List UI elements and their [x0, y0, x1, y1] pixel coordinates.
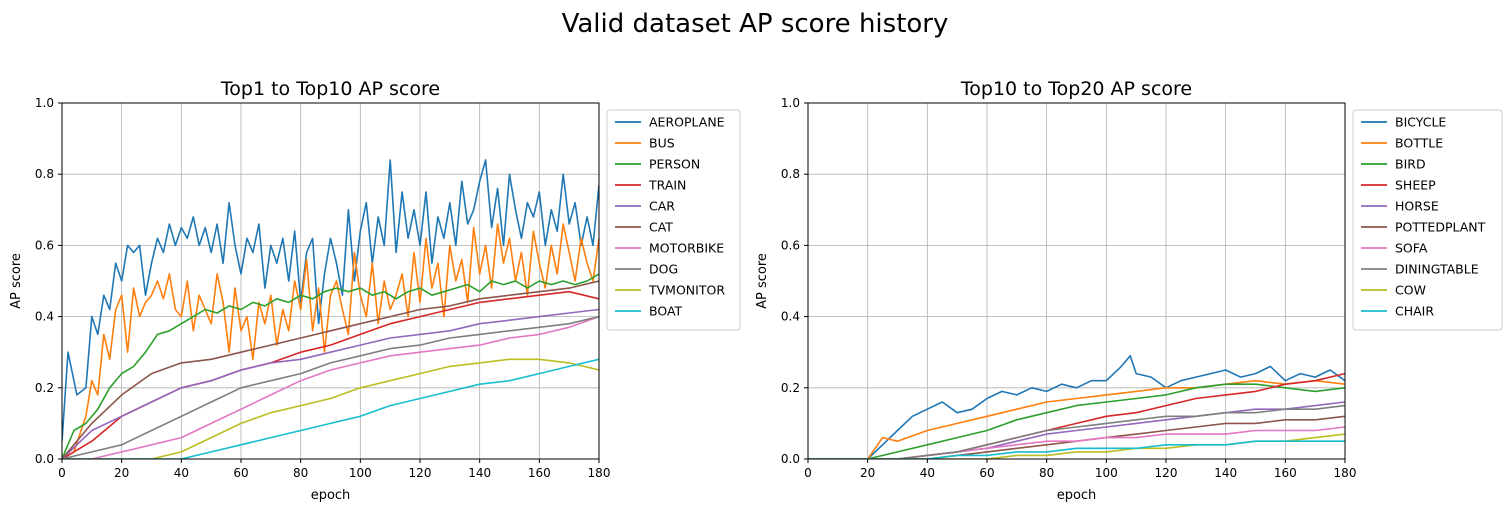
legend-label-bicycle: BICYCLE [1395, 115, 1446, 130]
legend-label-motorbike: MOTORBIKE [649, 241, 724, 256]
x-tick-label: 20 [114, 466, 129, 480]
x-tick-label: 120 [409, 466, 432, 480]
legend-label-cat: CAT [649, 220, 673, 235]
y-tick-label: 0.4 [35, 310, 54, 324]
x-tick-label: 60 [233, 466, 248, 480]
x-tick-label: 120 [1155, 466, 1178, 480]
y-tick-label: 1.0 [781, 96, 800, 110]
x-tick-label: 140 [1214, 466, 1237, 480]
x-tick-label: 100 [1095, 466, 1118, 480]
legend-label-tvmonitor: TVMONITOR [648, 283, 725, 298]
x-tick-label: 80 [293, 466, 308, 480]
chart-title: Top1 to Top10 AP score [220, 78, 440, 100]
legend-label-bottle: BOTTLE [1395, 136, 1443, 151]
y-tick-label: 0.4 [781, 310, 800, 324]
x-axis-label: epoch [311, 488, 351, 503]
y-tick-label: 0.8 [35, 167, 54, 181]
y-tick-label: 1.0 [35, 96, 54, 110]
legend-label-car: CAR [649, 199, 675, 214]
legend-label-person: PERSON [649, 157, 700, 172]
x-tick-label: 0 [804, 466, 812, 480]
y-tick-label: 0.6 [35, 238, 54, 252]
y-tick-label: 0.2 [781, 381, 800, 395]
x-tick-label: 140 [468, 466, 491, 480]
legend-label-dog: DOG [649, 262, 678, 277]
x-tick-label: 0 [58, 466, 66, 480]
legend-label-cow: COW [1395, 283, 1426, 298]
x-axis-label: epoch [1057, 488, 1097, 503]
x-tick-label: 20 [860, 466, 875, 480]
x-tick-label: 100 [349, 466, 372, 480]
x-tick-label: 60 [979, 466, 994, 480]
legend-label-sheep: SHEEP [1395, 178, 1436, 193]
y-tick-label: 0.0 [781, 452, 800, 466]
x-tick-label: 40 [174, 466, 189, 480]
y-axis-label: AP score [755, 253, 770, 309]
legend-label-chair: CHAIR [1395, 304, 1434, 319]
chart-title: Top10 to Top20 AP score [960, 78, 1192, 100]
y-tick-label: 0.2 [35, 381, 54, 395]
x-tick-label: 40 [920, 466, 935, 480]
x-tick-label: 180 [588, 466, 611, 480]
x-tick-label: 160 [528, 466, 551, 480]
x-tick-label: 80 [1039, 466, 1054, 480]
legend-label-sofa: SOFA [1395, 241, 1428, 256]
legend-label-bird: BIRD [1395, 157, 1426, 172]
legend-label-train: TRAIN [648, 178, 686, 193]
y-tick-label: 0.0 [35, 452, 54, 466]
y-tick-label: 0.8 [781, 167, 800, 181]
y-axis-label: AP score [9, 253, 24, 309]
legend-label-horse: HORSE [1395, 199, 1439, 214]
legend-label-pottedplant: POTTEDPLANT [1395, 220, 1486, 235]
legend-label-diningtable: DININGTABLE [1395, 262, 1479, 277]
x-tick-label: 160 [1274, 466, 1297, 480]
legend-label-bus: BUS [649, 136, 675, 151]
legend-label-boat: BOAT [649, 304, 683, 319]
y-tick-label: 0.6 [781, 238, 800, 252]
x-tick-label: 180 [1334, 466, 1357, 480]
legend-label-aeroplane: AEROPLANE [649, 115, 725, 130]
figure-suptitle: Valid dataset AP score history [562, 9, 949, 39]
